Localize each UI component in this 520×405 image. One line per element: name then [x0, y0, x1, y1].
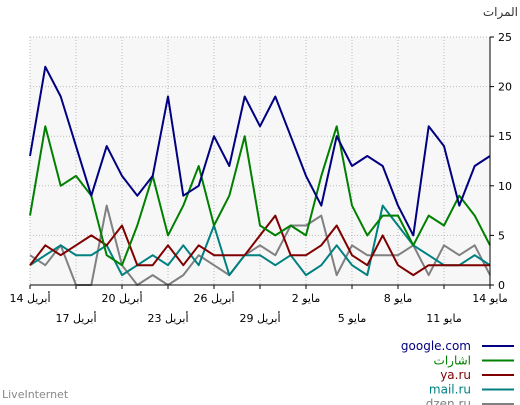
- x-tick-label: 14 مايو: [472, 292, 508, 305]
- y-axis: 0 5 10 15 20 25: [490, 31, 512, 292]
- y-tick-label: 25: [498, 31, 512, 44]
- series-line-google-com: [29, 65, 491, 237]
- series-line-: [29, 125, 491, 267]
- y-tick-label: 10: [498, 180, 512, 193]
- legend-label: google.com: [401, 339, 471, 353]
- x-tick-label: 14 أبريل: [9, 291, 50, 305]
- y-axis-unit-label: المرات: [483, 5, 518, 20]
- x-tick-label: 2 مايو: [292, 292, 321, 305]
- x-axis: 14 مايو 8 مايو 2 مايو 26 أبريل 20 أبريل 14 أب…: [9, 285, 508, 325]
- x-tick-label: 29 أبريل: [239, 311, 280, 325]
- legend-label: dzen.ru: [426, 397, 471, 405]
- x-tick-label: 20 أبريل: [101, 291, 142, 305]
- footer-brand: LiveInternet: [2, 388, 69, 401]
- x-tick-label: 17 أبريل: [55, 311, 96, 325]
- y-tick-label: 0: [498, 279, 505, 292]
- y-tick-label: 15: [498, 130, 512, 143]
- series-line-ya-ru: [29, 214, 490, 277]
- series-lines: [29, 65, 491, 286]
- y-tick-label: 20: [498, 81, 512, 94]
- x-tick-label: 8 مايو: [384, 292, 413, 305]
- y-tick-label: 5: [498, 229, 505, 242]
- legend-label: اشارات: [434, 354, 471, 369]
- legend-label: mail.ru: [429, 383, 471, 397]
- legend-label: ya.ru: [440, 368, 471, 382]
- x-tick-label: 11 مايو: [426, 312, 462, 325]
- x-tick-label: 23 أبريل: [147, 311, 188, 325]
- x-tick-label: 5 مايو: [338, 312, 367, 325]
- x-tick-label: 26 أبريل: [193, 291, 234, 305]
